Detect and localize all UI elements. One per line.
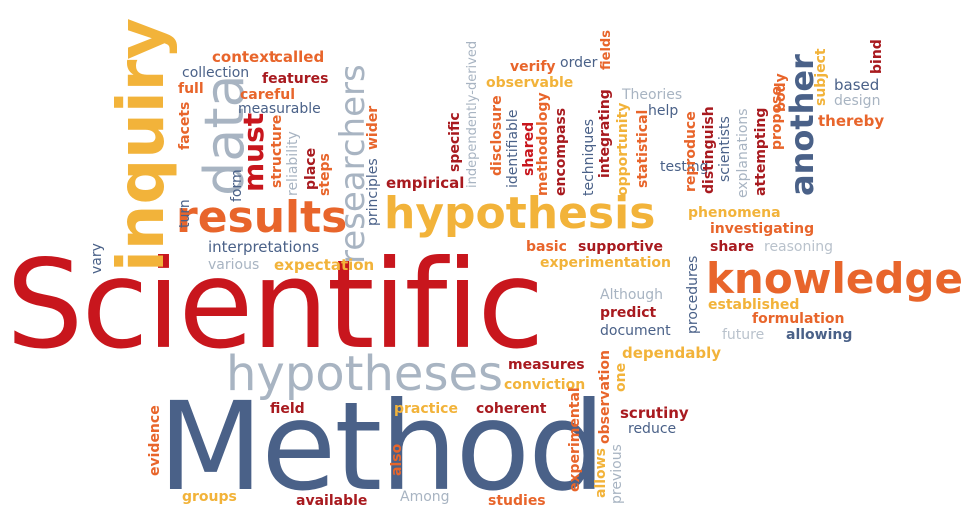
word-allows: allows: [593, 448, 609, 498]
word-subject: subject: [813, 48, 829, 106]
word-distinguish: distinguish: [701, 106, 717, 194]
word-based: based: [834, 76, 880, 94]
word-full: full: [178, 81, 204, 97]
word-wider: wider: [365, 105, 381, 150]
word-vary: vary: [89, 243, 105, 274]
word-attempting: attempting: [753, 107, 769, 196]
word-integrating: integrating: [597, 89, 613, 178]
word-disclosure: disclosure: [489, 95, 505, 176]
word-conviction: conviction: [504, 377, 586, 393]
word-procedures: procedures: [685, 255, 701, 334]
word-observable: observable: [486, 75, 574, 91]
word-empirical: empirical: [386, 174, 465, 192]
word-principles: principles: [365, 158, 381, 226]
word-future: future: [722, 327, 765, 343]
word-careful: careful: [240, 87, 296, 103]
word-context: context: [212, 48, 277, 66]
word-method: Method: [158, 376, 606, 518]
word-specific: specific: [447, 112, 463, 172]
word-turn: turn: [177, 199, 193, 228]
word-help: help: [648, 103, 679, 119]
word-testing: testing: [660, 159, 709, 175]
word-body: body: [773, 73, 789, 112]
word-opportunity: opportunity: [615, 102, 631, 196]
word-reasoning: reasoning: [764, 239, 834, 255]
word-methodology: methodology: [535, 92, 551, 196]
word-measures: measures: [508, 357, 585, 373]
word-experimental: experimental: [567, 387, 583, 492]
word-shared: shared: [521, 121, 537, 176]
word-verify: verify: [510, 59, 556, 75]
word-dependably: dependably: [622, 344, 722, 362]
word-collection: collection: [182, 65, 250, 81]
word-inquiry: inquiry: [105, 17, 179, 272]
word-structure: structure: [269, 114, 285, 188]
word-one: one: [613, 362, 629, 392]
word-share: share: [710, 239, 755, 255]
word-various: various: [208, 257, 260, 273]
word-knowledge: knowledge: [706, 254, 963, 303]
word-hypotheses: hypotheses: [226, 346, 503, 402]
word-facets: facets: [177, 101, 193, 150]
word-results: results: [176, 192, 348, 243]
word-reliability: reliability: [285, 131, 301, 196]
word-phenomena: phenomena: [688, 205, 781, 221]
word-reproduce: reproduce: [683, 111, 699, 192]
word-steps: steps: [317, 153, 333, 196]
word-allowing: allowing: [786, 327, 853, 343]
word-previous: previous: [609, 444, 625, 504]
word-identifiable: identifiable: [505, 109, 521, 188]
word-coherent: coherent: [476, 401, 547, 417]
word-scientists: scientists: [717, 116, 733, 182]
word-reduce: reduce: [628, 421, 677, 437]
word-called: called: [274, 48, 325, 66]
word-formulation: formulation: [752, 311, 845, 327]
word-expectation: expectation: [274, 256, 375, 274]
word-place: place: [303, 147, 319, 190]
word-observation: observation: [597, 349, 613, 444]
word-available: available: [296, 493, 368, 509]
word-form: form: [229, 169, 245, 202]
word-investigating: investigating: [710, 221, 815, 237]
word-evidence: evidence: [147, 405, 163, 476]
word-encompass: encompass: [553, 107, 569, 196]
word-fields: fields: [599, 30, 614, 70]
word-bind: bind: [869, 39, 885, 74]
word-groups: groups: [182, 489, 237, 505]
word-document: document: [600, 323, 671, 339]
word-supportive: supportive: [578, 239, 663, 255]
word-independently-derived: independently-derived: [465, 40, 480, 188]
word-thereby: thereby: [818, 112, 885, 130]
word-predict: predict: [600, 305, 657, 321]
word-scrutiny: scrutiny: [620, 404, 689, 422]
word-measurable: measurable: [238, 101, 321, 117]
word-practice: practice: [394, 401, 458, 417]
word-interpretations: interpretations: [208, 238, 320, 256]
word-studies: studies: [488, 493, 546, 509]
word-hypothesis: hypothesis: [384, 188, 656, 239]
word-design: design: [834, 93, 881, 109]
word-theories: Theories: [622, 87, 683, 103]
word-experimentation: experimentation: [540, 255, 672, 271]
word-order: order: [560, 55, 598, 71]
word-although: Although: [600, 287, 664, 303]
word-established: established: [708, 297, 800, 313]
word-also: also: [389, 443, 405, 476]
word-techniques: techniques: [581, 118, 597, 196]
word-scientific: Scientific: [6, 234, 544, 376]
word-explanations: explanations: [735, 108, 751, 198]
word-among: Among: [400, 489, 450, 505]
word-statistical: statistical: [635, 109, 651, 188]
word-features: features: [262, 71, 329, 87]
word-basic: basic: [526, 239, 567, 255]
word-field: field: [270, 401, 305, 417]
